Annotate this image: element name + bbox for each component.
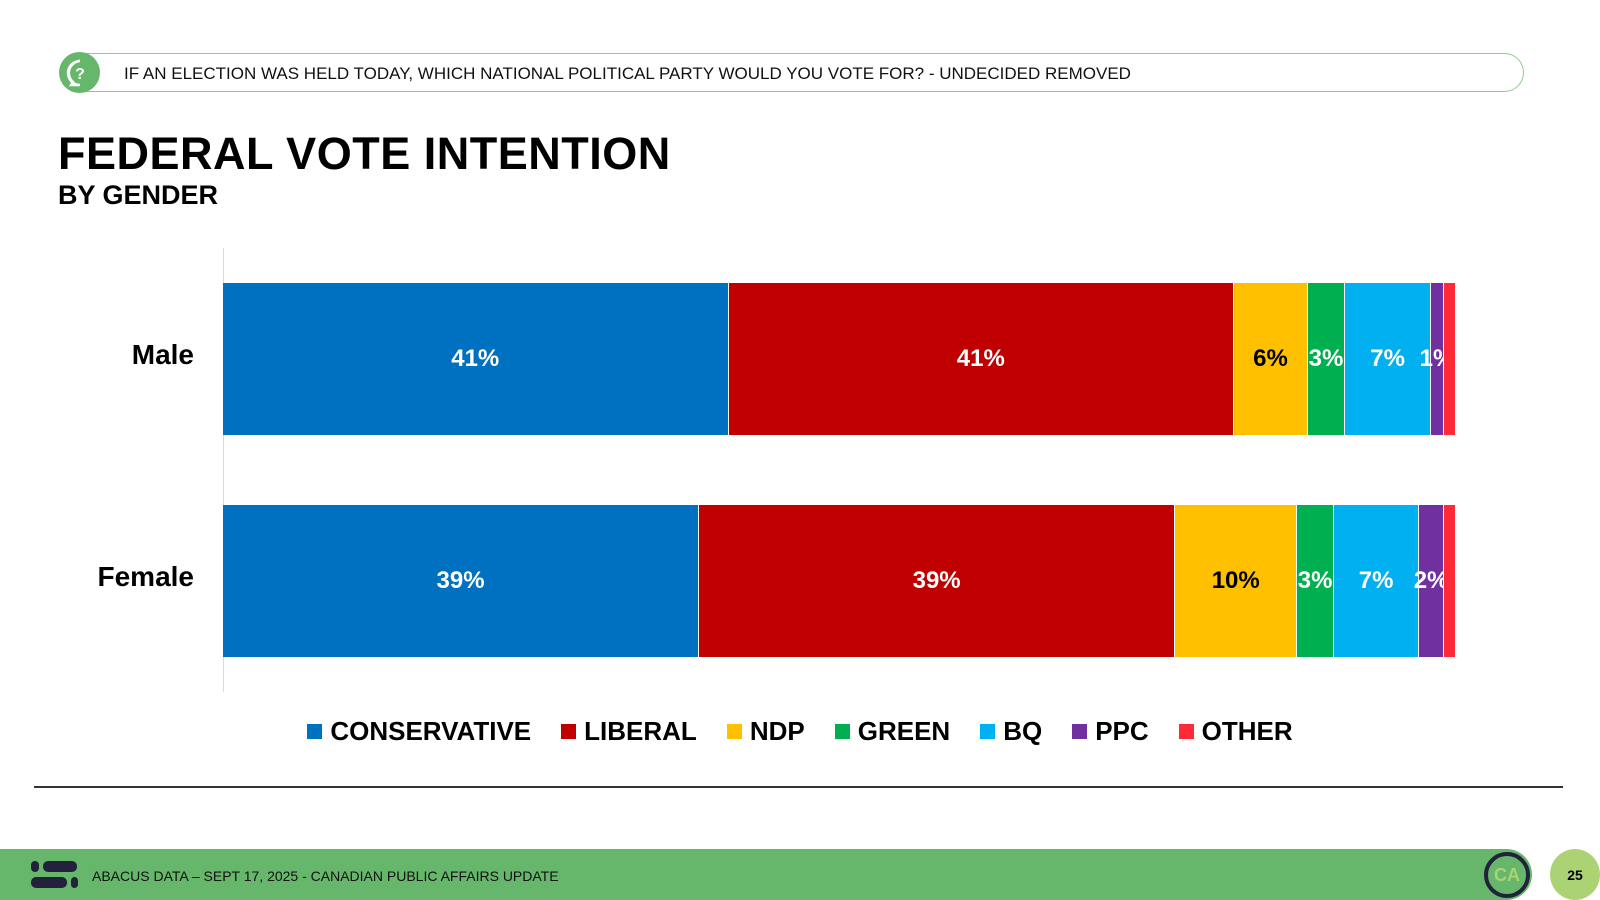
bar-male: 41% 41% 6% 3% 7% 1% xyxy=(223,283,1456,435)
legend-label: BQ xyxy=(1003,716,1043,746)
footer-bar xyxy=(0,849,1532,900)
ca-logo-icon: CA xyxy=(1484,852,1530,898)
svg-text:?: ? xyxy=(75,66,85,83)
legend-swatch xyxy=(834,724,850,739)
data-label: 3% xyxy=(1297,567,1333,594)
survey-question: IF AN ELECTION WAS HELD TODAY, WHICH NAT… xyxy=(124,64,1131,83)
data-label: 39% xyxy=(912,567,961,594)
chart-title: FEDERAL VOTE INTENTION xyxy=(58,128,671,179)
data-label: 39% xyxy=(436,567,485,594)
legend-label: CONSERVATIVE xyxy=(330,716,532,746)
legend-label: LIBERAL xyxy=(584,716,697,746)
legend-item-conservative: CONSERVATIVE xyxy=(307,716,531,747)
bar-segment-other xyxy=(1443,505,1456,657)
chart-subtitle: BY GENDER xyxy=(58,180,219,210)
data-label: 2% xyxy=(1413,567,1449,594)
bar-segment-bq: 7% xyxy=(1344,283,1432,435)
category-axis xyxy=(223,248,224,692)
category-label: Female xyxy=(97,561,195,592)
data-label: 10% xyxy=(1211,567,1260,594)
bar-segment-liberal: 39% xyxy=(699,505,1176,657)
legend-item-ndp: NDP xyxy=(726,716,805,747)
data-label: 41% xyxy=(956,345,1005,372)
category-label: Male xyxy=(131,339,194,370)
divider xyxy=(34,786,1563,788)
bar-segment-other xyxy=(1443,283,1456,435)
data-label: 7% xyxy=(1358,567,1394,594)
legend-item-other: OTHER xyxy=(1178,716,1293,747)
legend-swatch xyxy=(1072,724,1088,739)
legend-swatch xyxy=(307,724,323,739)
bar-segment-conservative: 41% xyxy=(223,283,729,435)
legend-swatch xyxy=(1178,724,1194,739)
page-number: 25 xyxy=(1550,849,1600,900)
footer-text: ABACUS DATA – SEPT 17, 2025 - CANADIAN P… xyxy=(92,868,559,884)
legend-label: GREEN xyxy=(857,716,951,746)
data-label: 41% xyxy=(451,345,500,372)
page-number-text: 25 xyxy=(1567,866,1583,883)
legend-item-ppc: PPC xyxy=(1072,716,1149,747)
legend-swatch xyxy=(561,724,577,739)
legend-label: OTHER xyxy=(1201,716,1293,746)
bar-segment-liberal: 41% xyxy=(728,283,1235,435)
abacus-logo-icon xyxy=(31,861,79,894)
bar-female: 39% 39% 10% 3% 7% 2% xyxy=(223,505,1456,657)
bar-segment-ndp: 10% xyxy=(1175,505,1298,657)
bar-segment-green: 3% xyxy=(1308,283,1345,435)
legend-item-bq: BQ xyxy=(980,716,1042,747)
ca-logo-text: CA xyxy=(1494,864,1520,885)
legend-label: PPC xyxy=(1095,716,1149,746)
bar-segment-ndp: 6% xyxy=(1234,283,1308,435)
legend-swatch xyxy=(726,724,742,739)
legend-item-liberal: LIBERAL xyxy=(561,716,697,747)
bar-segment-ppc: 1% xyxy=(1420,283,1454,435)
bar-segment-ppc: 2% xyxy=(1414,505,1448,657)
legend: CONSERVATIVE LIBERAL NDP GREEN BQ PPC OTHER xyxy=(0,716,1600,747)
question-bubble-icon: ? xyxy=(59,52,100,93)
legend-label: NDP xyxy=(749,716,805,746)
legend-swatch xyxy=(980,724,996,739)
data-label: 7% xyxy=(1370,345,1405,372)
data-label: 6% xyxy=(1253,345,1288,372)
bar-segment-bq: 7% xyxy=(1333,505,1420,657)
legend-item-green: GREEN xyxy=(834,716,951,747)
bar-segment-conservative: 39% xyxy=(223,505,700,657)
bar-segment-green: 3% xyxy=(1297,505,1334,657)
data-label: 3% xyxy=(1308,345,1344,372)
